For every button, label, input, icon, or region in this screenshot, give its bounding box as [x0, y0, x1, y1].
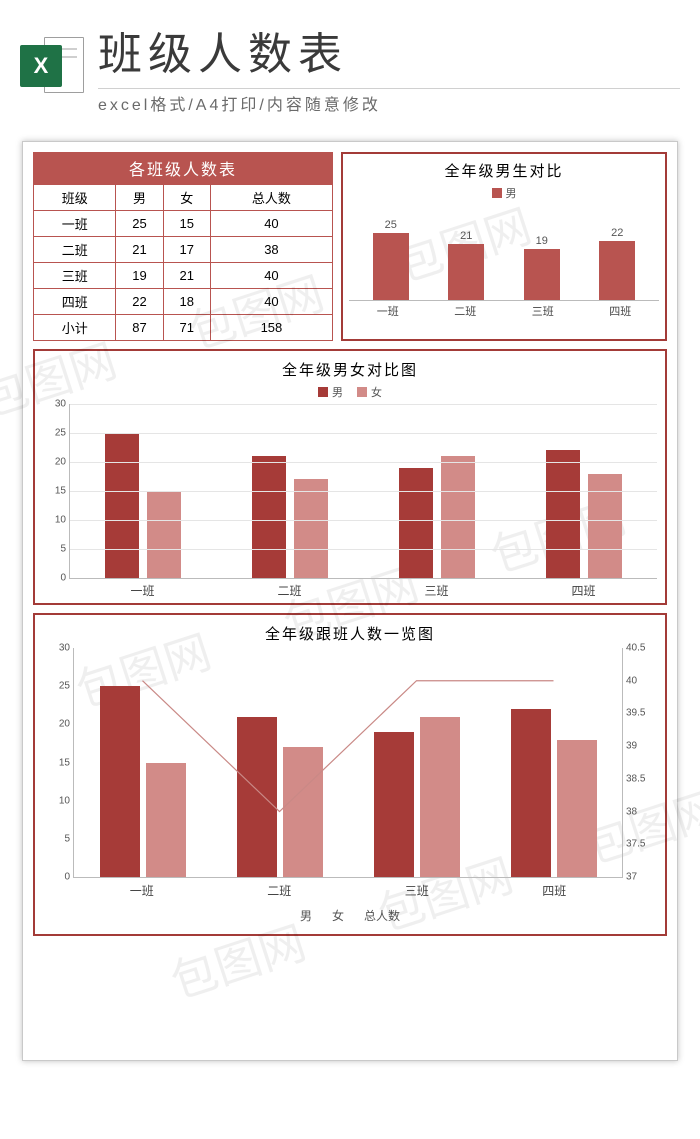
top-row: 各班级人数表 班级男女总人数 一班251540二班211738三班192140四…	[33, 152, 667, 341]
chart1-title: 全年级男生对比	[349, 160, 659, 181]
title-block: 班级人数表 excel格式/A4打印/内容随意修改	[98, 18, 680, 115]
chart-male-compare: 全年级男生对比 男 25211922 一班二班三班四班	[341, 152, 667, 341]
table-row: 四班221840	[34, 289, 333, 315]
chart1-legend: 男	[349, 185, 659, 201]
table-header: 男	[116, 185, 163, 211]
chart1-plot: 25211922	[349, 205, 659, 300]
chart3-title: 全年级跟班人数一览图	[43, 623, 657, 644]
table-row: 小计8771158	[34, 315, 333, 341]
class-table: 各班级人数表 班级男女总人数 一班251540二班211738三班192140四…	[33, 152, 333, 341]
chart2-xaxis: 一班二班三班四班	[69, 579, 657, 599]
table-header: 班级	[34, 185, 116, 211]
worksheet: 包图网包图网包图网 包图网包图网包图网 包图网包图网包图网 各班级人数表 班级男…	[22, 141, 678, 1061]
chart1-xaxis: 一班二班三班四班	[349, 300, 659, 319]
chart-class-overview: 全年级跟班人数一览图 051015202530 3737.53838.53939…	[33, 613, 667, 936]
chart3-legend: 男女总人数	[43, 905, 657, 928]
page-title: 班级人数表	[98, 18, 680, 82]
chart3-xaxis: 一班二班三班四班	[73, 878, 623, 905]
chart3-plot: 051015202530 3737.53838.53939.54040.5	[73, 648, 623, 878]
chart2-title: 全年级男女对比图	[43, 359, 657, 380]
table-row: 二班211738	[34, 237, 333, 263]
table-header: 女	[163, 185, 210, 211]
page-header: X 班级人数表 excel格式/A4打印/内容随意修改	[0, 0, 700, 123]
page-subtitle: excel格式/A4打印/内容随意修改	[98, 91, 680, 115]
chart2-plot: 051015202530	[69, 404, 657, 579]
chart-gender-compare: 全年级男女对比图 男女 051015202530 一班二班三班四班	[33, 349, 667, 605]
table-header: 总人数	[210, 185, 332, 211]
data-table: 班级男女总人数 一班251540二班211738三班192140四班221840…	[33, 184, 333, 341]
chart2-legend: 男女	[43, 384, 657, 400]
excel-icon: X	[20, 35, 84, 99]
table-row: 一班251540	[34, 211, 333, 237]
table-row: 三班192140	[34, 263, 333, 289]
table-title: 各班级人数表	[33, 152, 333, 184]
